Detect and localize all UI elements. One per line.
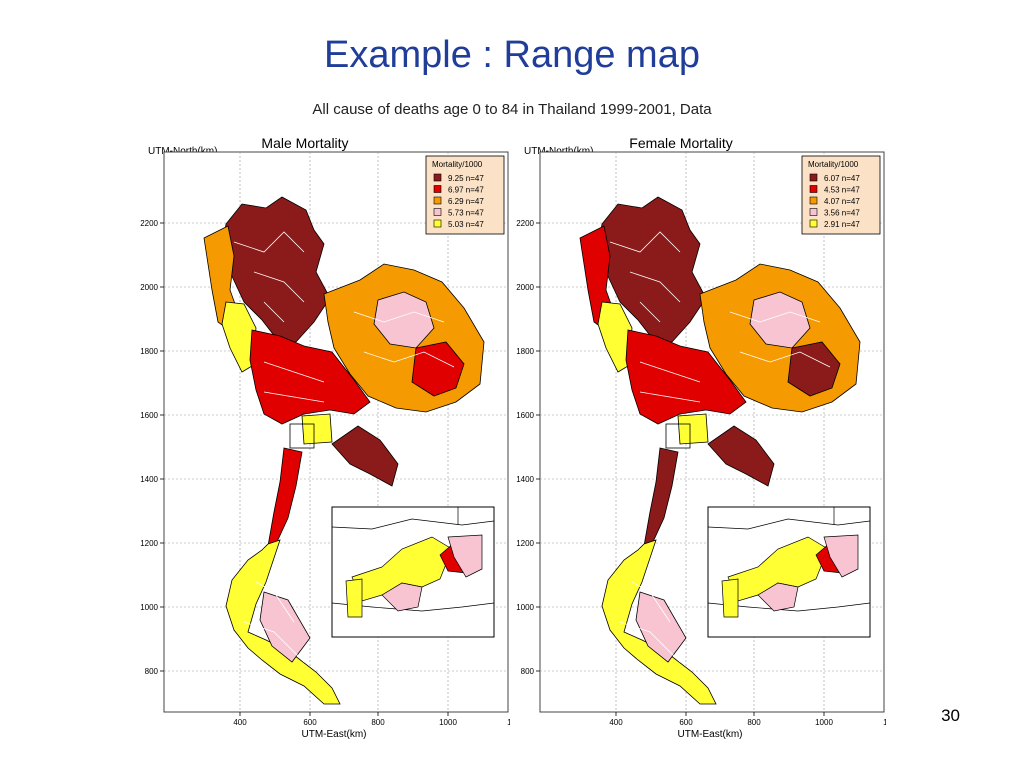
x-tick-label: 400 [233,718,247,727]
female-mortality-map: Female MortalityUTM-North(km)22002000180… [506,130,886,740]
inset-region [381,582,423,612]
region-south-pink [259,591,311,663]
x-tick-label: 800 [747,718,761,727]
legend-swatch [809,196,818,205]
region-northeast-pink [373,291,435,349]
legend-title: Mortality/1000 [432,160,483,169]
province-regions [203,196,485,705]
legend-swatch [809,173,818,182]
legend-swatch [433,219,442,228]
region-west-strip [221,301,257,373]
y-tick-label: 2000 [140,283,158,292]
inset-region [727,536,829,602]
legend: Mortality/1000 9.25 n=47 6.97 n=47 6.29 n=4… [425,155,505,235]
region-bangkok [677,413,709,445]
legend-swatch [809,185,818,193]
x-tick-label: 400 [609,718,623,727]
region-northeast-red [411,341,465,397]
legend-swatch [433,208,442,216]
region-northeast-pink [749,291,811,349]
inset-indicator-box [289,423,315,449]
x-axis-label: UTM-East(km) [678,729,743,740]
legend-item-label: 2.91 n=47 [824,220,860,229]
region-east [707,425,775,487]
region-south [225,539,341,705]
province-borders [233,231,455,663]
inset-region [345,578,363,618]
map-title: Female Mortality [629,135,732,151]
inset-region [351,536,453,602]
legend-item-label: 6.97 n=47 [448,186,484,195]
y-tick-label: 1800 [516,347,534,356]
slide-subtitle: All cause of deaths age 0 to 84 in Thail… [312,101,712,118]
x-tick-label: 1200 [507,718,510,727]
legend-swatch [433,196,442,205]
page-number: 30 [941,706,960,725]
legend-item-label: 5.73 n=47 [448,209,484,218]
y-tick-label: 1600 [140,411,158,420]
region-northeast-red [787,341,841,397]
bangkok-inset-map [331,506,495,638]
inset-region [721,578,739,618]
x-tick-label: 1000 [439,718,457,727]
y-tick-label: 2000 [516,283,534,292]
legend-item-label: 4.07 n=47 [824,197,860,206]
inset-region [823,534,859,578]
y-tick-label: 1400 [516,475,534,484]
region-bangkok [301,413,333,445]
y-tick-label: 800 [521,667,535,676]
region-south-pink [635,591,687,663]
x-axis-label: UTM-East(km) [302,729,367,740]
region-east [331,425,399,487]
y-tick-label: 1200 [516,539,534,548]
inset-indicator-box [665,423,691,449]
x-tick-label: 600 [303,718,317,727]
legend-item-label: 9.25 n=47 [448,174,484,183]
y-tick-label: 1000 [516,603,534,612]
legend-swatch [809,208,818,216]
legend-item-label: 6.07 n=47 [824,174,860,183]
x-tick-label: 600 [679,718,693,727]
map-title: Male Mortality [261,135,348,151]
y-tick-label: 1800 [140,347,158,356]
legend-swatch [433,185,442,193]
bangkok-inset-map [707,506,871,638]
slide-title: Example : Range map [324,34,700,76]
region-south [601,539,717,705]
legend-item-label: 5.03 n=47 [448,220,484,229]
map-svg: Male MortalityUTM-North(km)2200200018001… [140,135,510,740]
legend-swatch [809,219,818,228]
x-tick-label: 800 [371,718,385,727]
legend-item-label: 3.56 n=47 [824,209,860,218]
x-tick-label: 1200 [883,718,886,727]
male-mortality-map: Male MortalityUTM-North(km)2200200018001… [130,130,510,740]
y-tick-label: 1200 [140,539,158,548]
legend-title: Mortality/1000 [808,160,859,169]
x-tick-label: 1000 [815,718,833,727]
province-regions [579,196,861,705]
legend-item-label: 6.29 n=47 [448,197,484,206]
y-tick-label: 1600 [516,411,534,420]
y-tick-label: 1400 [140,475,158,484]
map-svg: Female MortalityUTM-North(km)22002000180… [516,135,886,740]
inset-region [757,582,799,612]
legend: Mortality/1000 6.07 n=47 4.53 n=47 4.07 n=4… [801,155,881,235]
region-west-strip [597,301,633,373]
y-tick-label: 800 [145,667,159,676]
inset-region [447,534,483,578]
y-tick-label: 1000 [140,603,158,612]
y-tick-label: 2200 [516,219,534,228]
legend-item-label: 4.53 n=47 [824,186,860,195]
legend-swatch [433,173,442,182]
province-borders [609,231,831,663]
y-tick-label: 2200 [140,219,158,228]
